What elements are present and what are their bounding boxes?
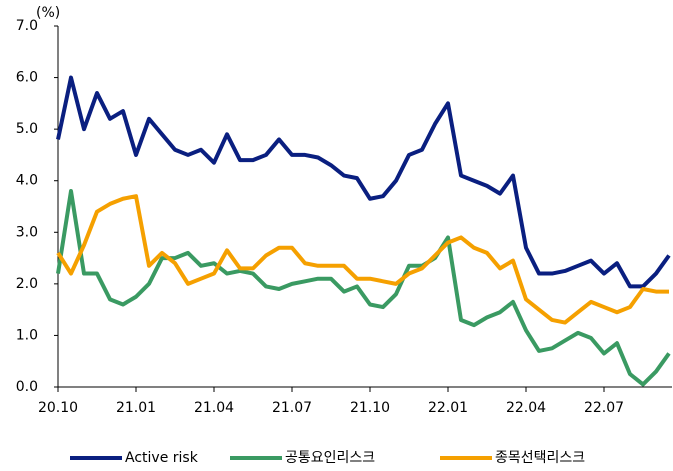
legend-label: 종목선택리스크 xyxy=(495,450,585,466)
y-unit: (%) xyxy=(36,5,60,21)
series-line xyxy=(56,194,669,325)
x-tick-label: 22.07 xyxy=(584,400,624,416)
x-tick-label: 21.01 xyxy=(116,400,156,416)
y-tick-label: 5.0 xyxy=(16,121,38,137)
y-tick-label: 6.0 xyxy=(16,70,38,86)
x-tick-label: 21.07 xyxy=(272,400,312,416)
x-tick-label: 22.01 xyxy=(428,400,468,416)
x-tick-label: 21.10 xyxy=(350,400,390,416)
legend-label: Active risk xyxy=(125,450,199,466)
x-tick-label: 20.10 xyxy=(38,400,78,416)
x-tick-label: 21.04 xyxy=(194,400,234,416)
series-line xyxy=(56,75,671,289)
y-tick-label: 2.0 xyxy=(16,276,38,292)
series-line xyxy=(56,189,671,387)
y-tick-label: 3.0 xyxy=(16,224,38,240)
y-tick-label: 7.0 xyxy=(16,18,38,34)
x-tick-label: 22.04 xyxy=(506,400,546,416)
legend-label: 공통요인리스크 xyxy=(285,450,375,466)
y-tick-label: 1.0 xyxy=(16,327,38,343)
y-tick-label: 0.0 xyxy=(16,379,38,395)
y-tick-label: 4.0 xyxy=(16,173,38,189)
